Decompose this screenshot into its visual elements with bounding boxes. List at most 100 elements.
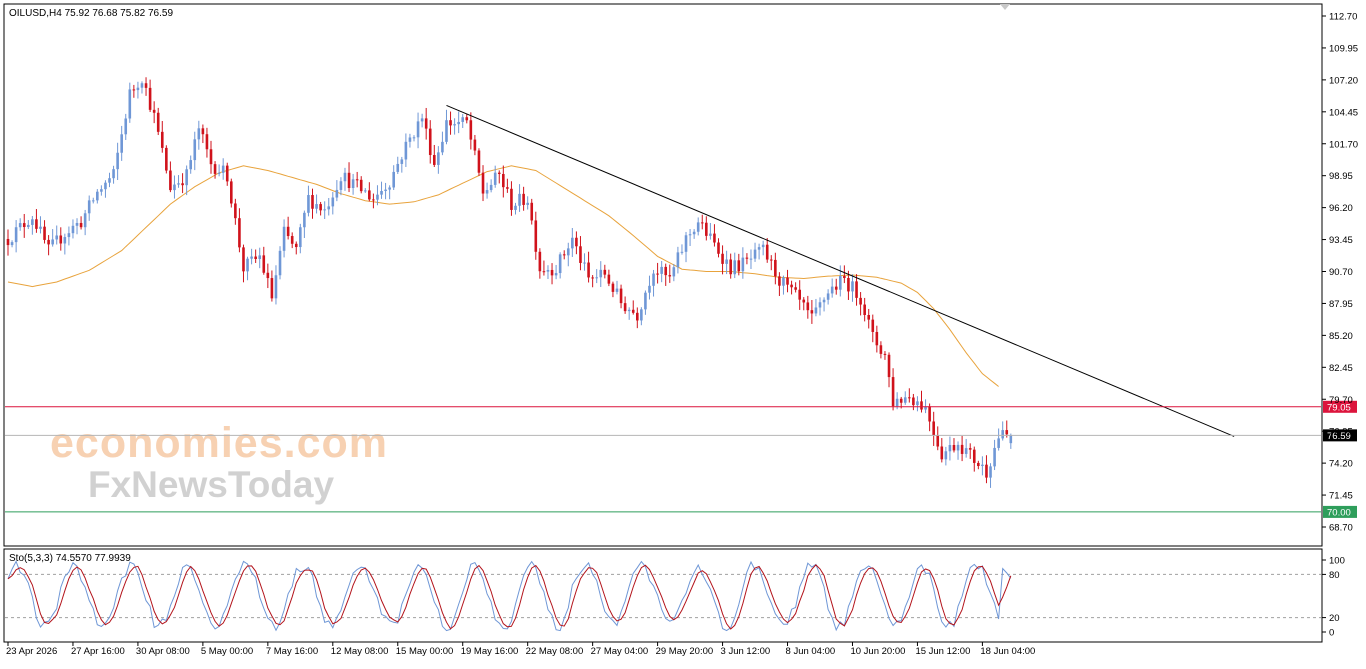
price-axis-label: 96.20 [1329, 203, 1353, 214]
main-pane-frame [3, 3, 1323, 547]
candle-body [79, 222, 83, 228]
candle-body [22, 223, 26, 228]
price-axis-label: 112.70 [1329, 12, 1357, 23]
candle-body [558, 254, 562, 274]
candle-body [400, 159, 404, 164]
scroll-marker-icon[interactable] [1000, 4, 1010, 10]
candle-body [165, 147, 168, 171]
candle-body [591, 277, 594, 279]
candle-body [266, 272, 270, 279]
candle-body [611, 283, 615, 292]
candle-body [136, 87, 140, 91]
stochastic-axis-label: 0 [1329, 628, 1334, 639]
candle-body [993, 447, 996, 467]
candle-body [981, 464, 984, 467]
stochastic-axis-label: 80 [1329, 570, 1340, 581]
candle-body [948, 444, 952, 452]
candle-body [623, 303, 627, 312]
candle-body [299, 227, 302, 248]
price-axis-label: 98.95 [1329, 171, 1353, 182]
candle-body [376, 194, 379, 200]
time-axis-label: 18 Jun 04:00 [980, 646, 1035, 657]
candle-body [705, 222, 708, 236]
candle-body [473, 139, 477, 151]
candle-body [522, 193, 525, 205]
candle-body [396, 163, 400, 172]
candle-body [514, 205, 517, 210]
candle-body [798, 289, 801, 300]
candle-body [217, 172, 221, 174]
candle-body [1009, 435, 1013, 444]
candle-body [433, 155, 436, 165]
candle-body [859, 297, 862, 305]
candle-body [420, 118, 424, 122]
candle-body [595, 277, 598, 279]
candle-body [843, 276, 846, 278]
candle-body [197, 128, 201, 140]
candle-body [493, 172, 497, 185]
candle-body [733, 260, 737, 275]
candle-body [603, 269, 607, 275]
candle-body [737, 260, 741, 272]
price-axis-label: 68.70 [1329, 523, 1353, 534]
candle-body [847, 277, 850, 292]
candle-body [63, 237, 67, 244]
candle-body [810, 310, 814, 314]
watermark: economies.com FxNewsToday [50, 419, 387, 505]
price-axis-label: 109.95 [1329, 43, 1358, 54]
candle-body [311, 195, 314, 209]
candle-body [619, 288, 623, 304]
candle-body [863, 304, 866, 315]
candle-body [31, 219, 34, 225]
candle-body [67, 233, 71, 238]
stochastic-signal-line [7, 564, 1012, 630]
candle-body [189, 160, 192, 170]
candle-body [903, 397, 907, 403]
candle-body [518, 193, 521, 206]
candle-body [895, 398, 899, 407]
time-axis-label: 3 Jun 12:00 [721, 646, 771, 657]
candle-body [583, 262, 586, 264]
price-axis-label: 74.20 [1329, 459, 1353, 470]
candle-body [388, 187, 391, 190]
candle-body [100, 189, 103, 192]
candle-body [323, 209, 326, 211]
time-axis-label: 27 Apr 16:00 [71, 646, 125, 657]
candle-body [242, 247, 245, 272]
candle-body [453, 124, 456, 126]
candle-body [343, 172, 347, 182]
candle-body [932, 421, 935, 436]
candle-body [916, 401, 919, 406]
candle-body [579, 246, 582, 263]
candle-body [282, 226, 286, 251]
candle-body [506, 187, 509, 189]
candle-body [956, 444, 960, 451]
candle-body [278, 250, 282, 276]
time-axis-label: 8 Jun 04:00 [786, 646, 836, 657]
time-axis-label: 10 Jun 20:00 [850, 646, 905, 657]
candle-body [749, 258, 753, 260]
candle-body [469, 120, 473, 140]
candle-body [566, 248, 570, 256]
candle-body [274, 275, 278, 299]
candle-body [250, 256, 253, 259]
price-axis-label: 101.70 [1329, 139, 1358, 150]
candle-body [656, 273, 659, 275]
candle-body [91, 200, 95, 202]
candle-body [181, 183, 184, 186]
candle-body [128, 89, 132, 119]
candle-body [644, 292, 647, 310]
candle-body [71, 225, 75, 234]
price-axis-label: 90.70 [1329, 267, 1353, 278]
candle-body [814, 307, 818, 314]
candle-body [502, 173, 505, 188]
time-axis-label: 19 May 16:00 [461, 646, 519, 657]
candle-body [193, 139, 197, 161]
price-axis-label: 93.45 [1329, 235, 1353, 246]
candle-body [465, 117, 469, 121]
candle-body [51, 239, 54, 245]
watermark-fxnewstoday: FxNewsToday [88, 464, 334, 505]
candle-body [331, 197, 335, 207]
